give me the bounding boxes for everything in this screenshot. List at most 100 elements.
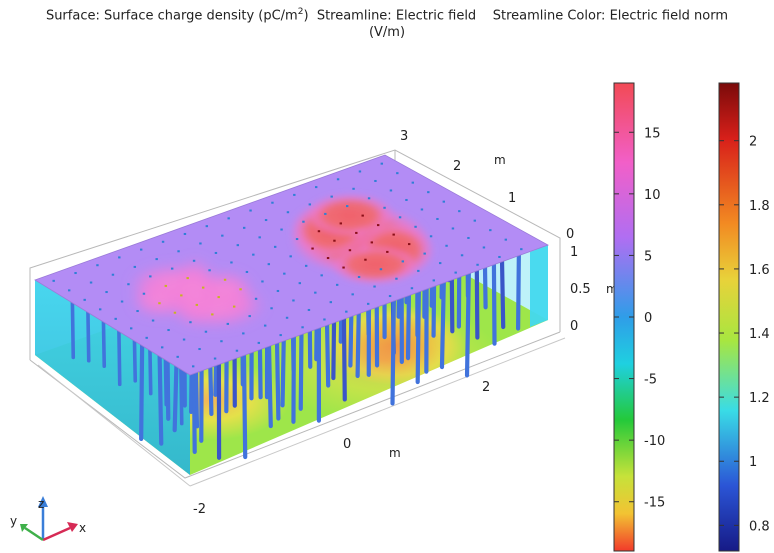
x-axis-ticks: -2 0 2 m: [193, 380, 490, 517]
seed-point: [270, 307, 273, 310]
seed-point: [386, 250, 389, 253]
seed-point: [264, 219, 268, 222]
z-tick-label: 0.5: [570, 282, 591, 297]
seed-point: [370, 241, 374, 244]
seed-point: [520, 248, 523, 251]
seed-point: [436, 217, 439, 220]
triad-y-axis: [24, 526, 44, 542]
seed-point: [249, 209, 252, 212]
x-tick-label: 2: [482, 380, 490, 395]
title-surface-close: ): [303, 8, 309, 24]
seed-point: [167, 329, 170, 332]
seed-point: [205, 225, 209, 228]
title-streamline-unit: (V/m): [368, 25, 406, 41]
seed-point: [232, 305, 236, 308]
seed-point: [289, 255, 292, 258]
seed-point: [161, 240, 165, 243]
triad-x-axis: [42, 526, 71, 542]
seed-point: [236, 244, 240, 247]
colorbar-tick-label: 15: [644, 126, 661, 141]
seed-point: [258, 236, 261, 239]
seed-point: [158, 302, 161, 305]
seed-point: [204, 330, 208, 333]
seed-point: [358, 170, 362, 173]
seed-point: [351, 293, 354, 296]
seed-point: [145, 336, 148, 339]
seed-point: [320, 274, 323, 277]
seed-point: [280, 228, 283, 231]
seed-point: [339, 222, 343, 225]
seed-point: [164, 284, 168, 287]
seed-point: [182, 338, 186, 341]
seed-point: [504, 238, 508, 241]
streamline: [139, 333, 145, 442]
seed-point: [248, 315, 251, 318]
seed-point: [211, 313, 214, 316]
seed-point: [498, 255, 501, 258]
x-axis-unit: m: [389, 446, 401, 460]
seed-point: [342, 266, 345, 269]
seed-point: [388, 295, 392, 298]
seed-point: [239, 288, 242, 291]
seed-point: [217, 296, 220, 299]
z-axis-ticks: 1 0.5 0 m: [570, 245, 618, 334]
colorbar-tick-label: 5: [644, 249, 652, 264]
seed-point: [389, 189, 393, 192]
colorbar-tick-label: 1.6: [749, 263, 770, 278]
seed-point: [221, 234, 224, 237]
seed-point: [454, 271, 457, 274]
seed-point: [226, 322, 230, 325]
colorbar-tick-label: -15: [644, 496, 665, 511]
seed-point: [345, 310, 348, 313]
seed-point: [98, 308, 102, 311]
seed-point: [177, 250, 180, 253]
title-surface: Surface: Surface charge density (pC/m: [45, 8, 298, 24]
seed-point: [317, 230, 321, 233]
seed-point: [308, 203, 312, 206]
seed-point: [133, 265, 137, 268]
seed-point: [324, 212, 327, 215]
seed-point: [191, 365, 195, 368]
seed-point: [192, 259, 196, 262]
streamline: [341, 311, 347, 402]
triad-z-label: z: [38, 497, 44, 511]
seed-point: [227, 217, 230, 220]
seed-point: [374, 179, 377, 182]
seed-point: [333, 239, 336, 242]
seed-point: [407, 243, 411, 246]
seed-point: [357, 276, 361, 279]
seed-point: [176, 355, 179, 358]
seed-point: [283, 272, 286, 275]
seed-point: [201, 286, 205, 289]
seed-point: [139, 248, 143, 251]
seed-point: [301, 326, 304, 329]
seed-point: [111, 273, 115, 276]
seed-point: [223, 278, 227, 281]
seed-point: [420, 208, 424, 211]
colorbar-tick-label: 2: [749, 135, 757, 150]
seed-point: [451, 227, 455, 230]
seed-point: [361, 214, 364, 217]
seed-point: [186, 277, 189, 280]
seed-point: [293, 193, 296, 196]
seed-point: [304, 264, 308, 267]
seed-point: [432, 279, 436, 282]
triad-y-label: y: [10, 514, 17, 528]
colorbar-streamline-ticks: 2 1.8 1.6 1.4 1.2 1 0.8: [719, 135, 770, 534]
seed-point: [414, 225, 417, 228]
seed-point: [438, 262, 442, 265]
seed-point: [271, 201, 274, 204]
seed-point: [279, 334, 282, 337]
streamline: [194, 365, 200, 429]
title-streamline: Streamline: Electric field: [316, 8, 477, 24]
y-tick-label: 1: [508, 191, 516, 206]
streamline: [415, 284, 421, 385]
seed-point: [314, 186, 318, 189]
seed-point: [170, 267, 174, 270]
seed-point: [482, 246, 486, 249]
seed-point: [383, 206, 386, 209]
seed-point: [355, 231, 358, 234]
seed-point: [242, 226, 246, 229]
seed-point: [379, 268, 383, 271]
